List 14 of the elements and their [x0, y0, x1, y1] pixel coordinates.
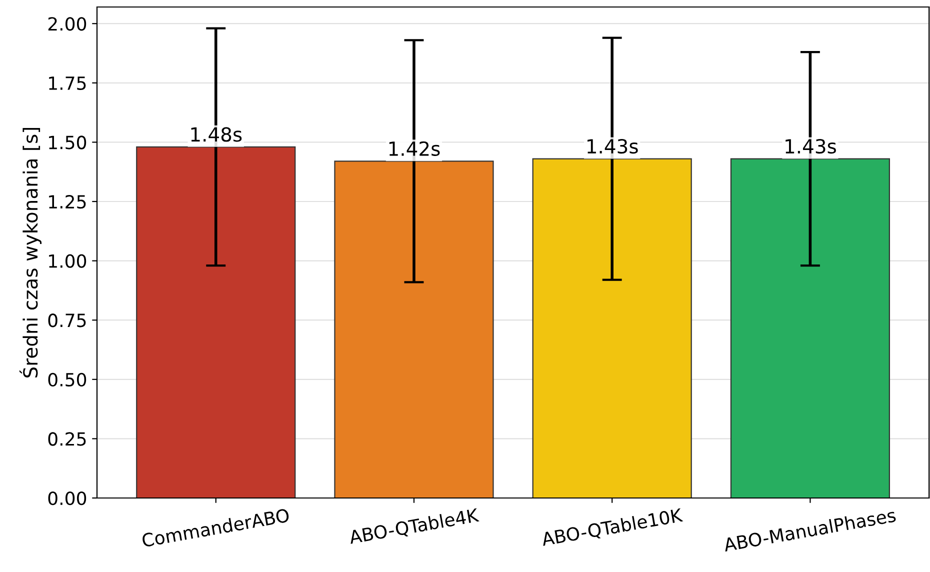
data-label: 1.42s: [389, 141, 440, 156]
y-axis-title: Średni czas wykonania [s]: [19, 128, 42, 378]
y-tick-label: 0.75: [48, 314, 86, 328]
y-tick-label: 0.00: [48, 491, 86, 506]
y-tick-label: 1.25: [49, 194, 86, 209]
y-tick-label: 0.50: [48, 372, 86, 387]
y-tick-label: 1.50: [49, 136, 86, 150]
y-tick-label: 0.25: [48, 432, 86, 446]
data-label: 1.48s: [191, 127, 242, 142]
data-label: 1.43s: [786, 138, 836, 154]
y-tick-label: 2.00: [48, 17, 86, 31]
y-tick-label: 1.00: [49, 254, 86, 268]
data-label: 1.43s: [588, 138, 638, 154]
y-tick-label: 1.75: [49, 76, 86, 90]
